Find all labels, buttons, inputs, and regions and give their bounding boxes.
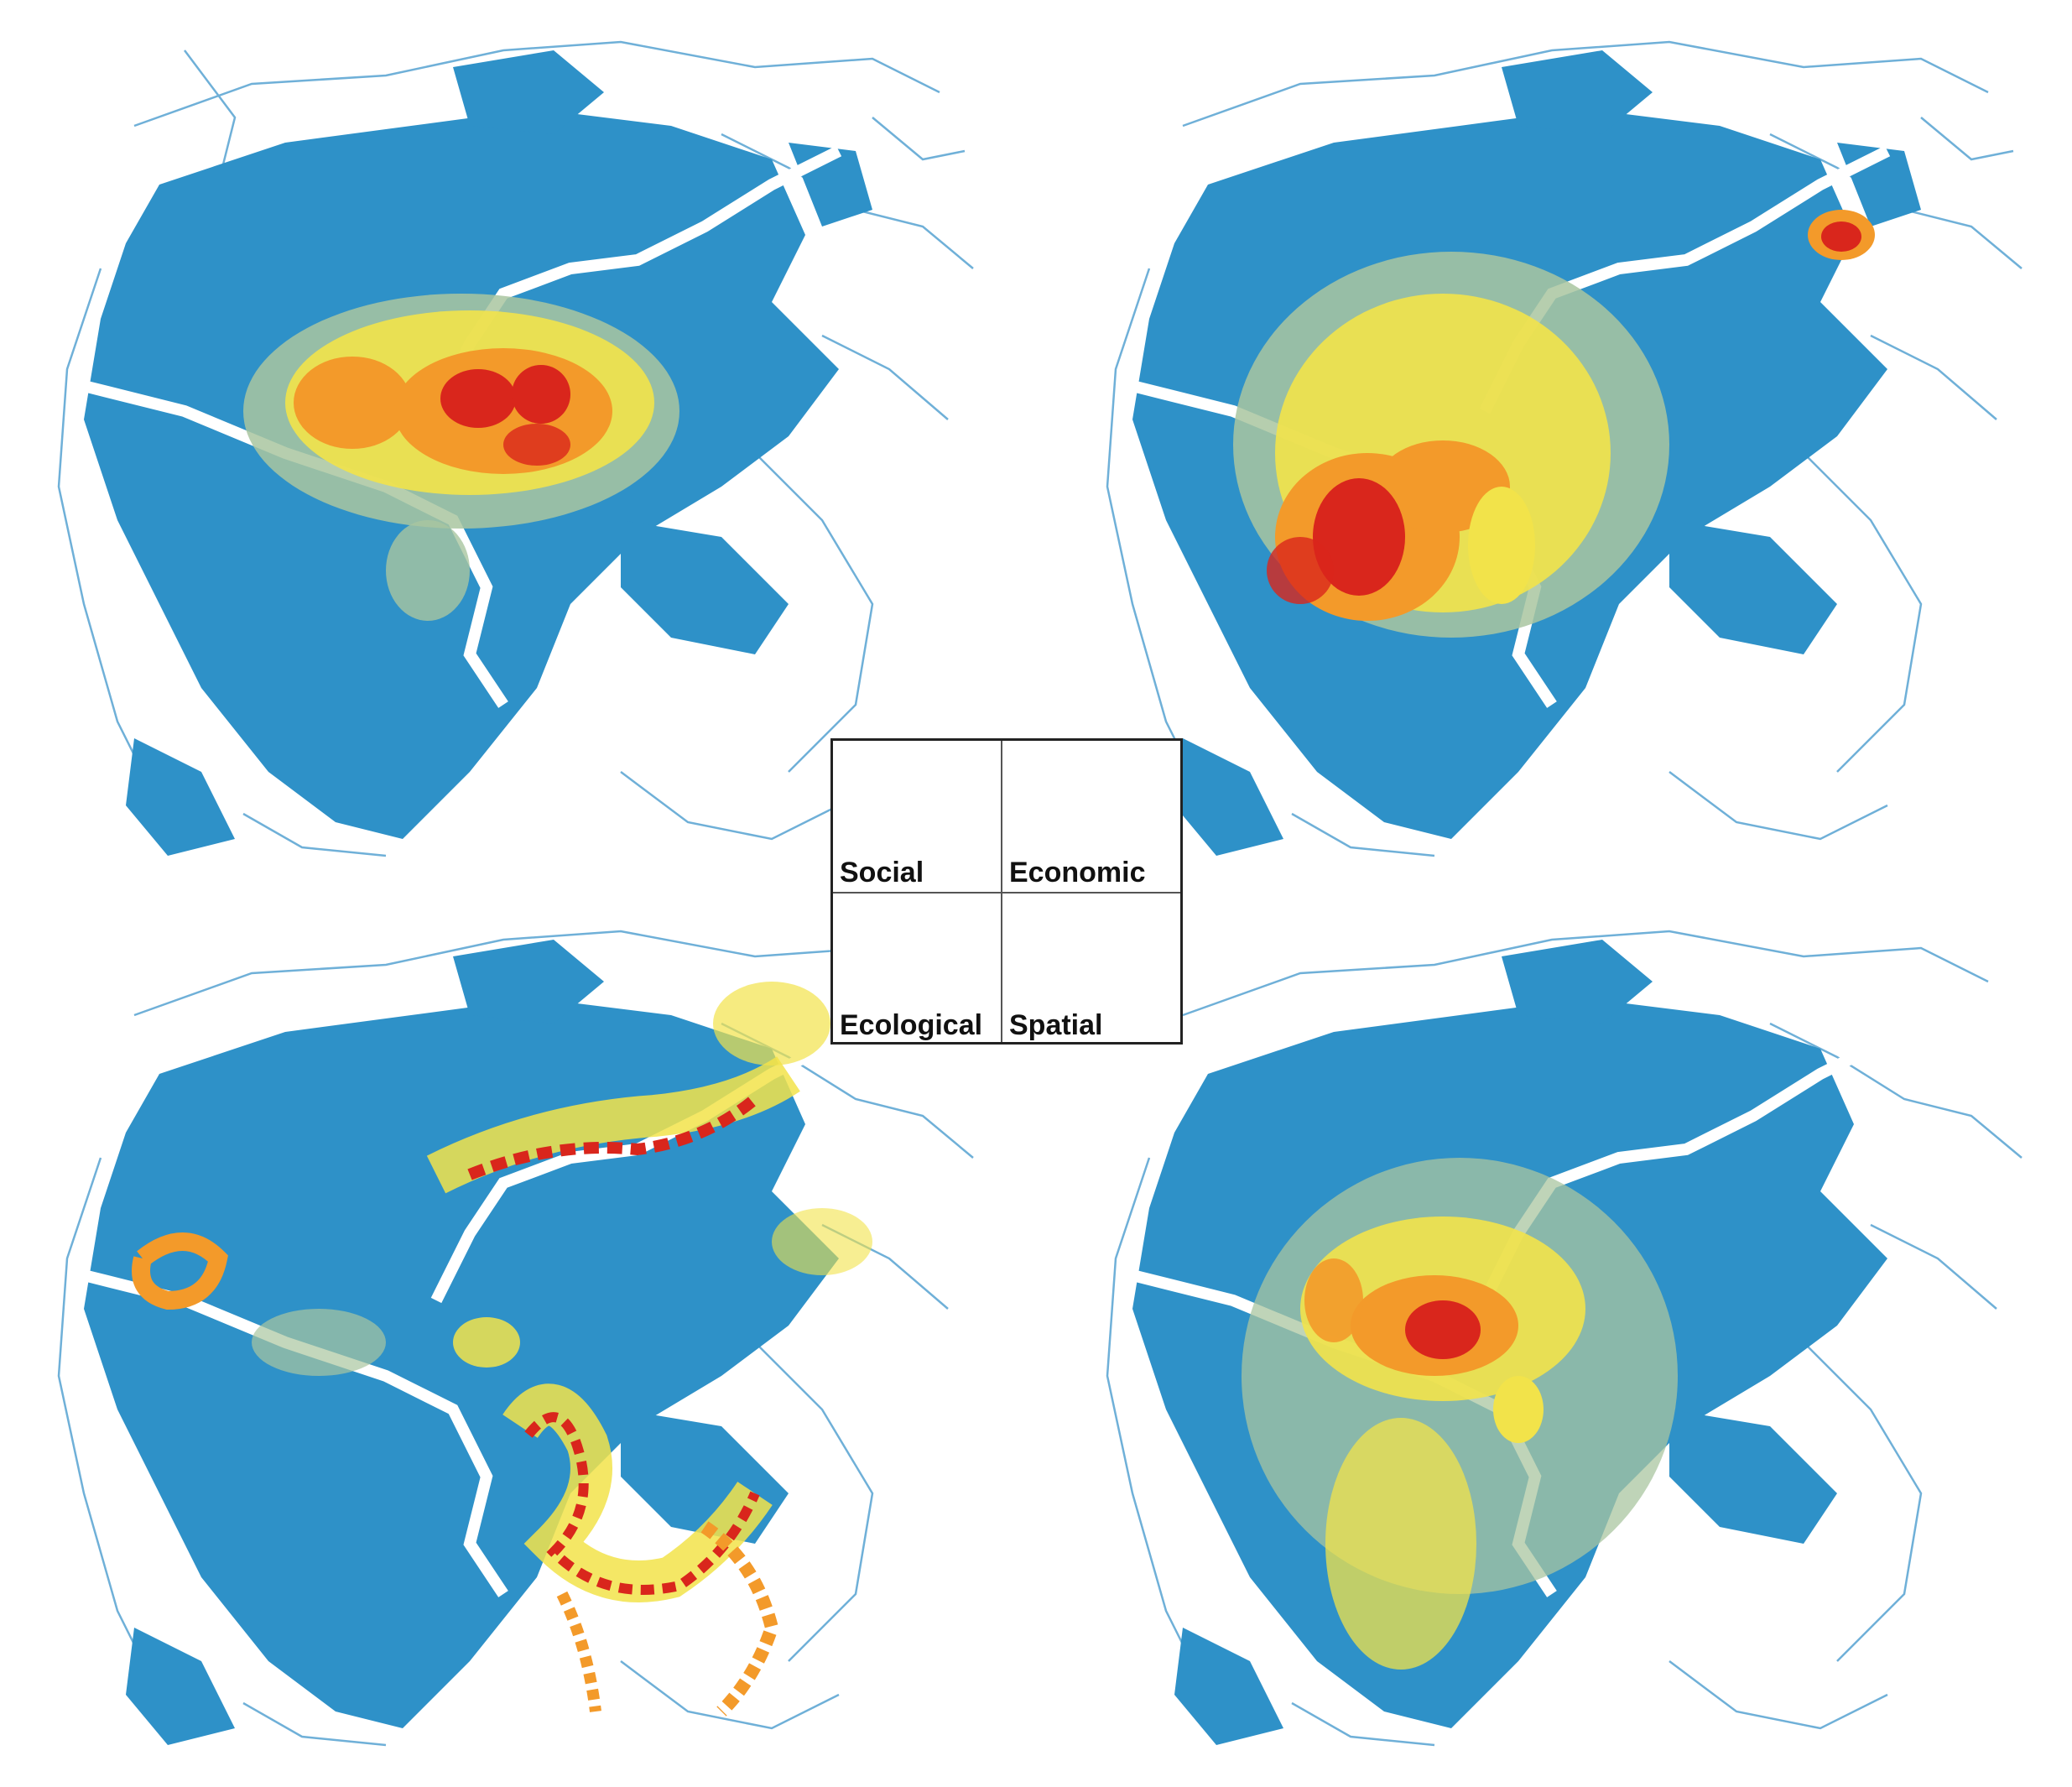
social-hotspot — [243, 294, 679, 621]
spatial-map-graphic — [1106, 930, 2023, 1747]
legend-horizontal-divider — [833, 892, 1180, 894]
road-network — [1106, 930, 2023, 1747]
social-map — [34, 17, 990, 873]
urban-area — [84, 940, 839, 1745]
economic-map-graphic — [1106, 40, 2023, 857]
ecological-hotspot — [132, 982, 872, 1717]
legend-label-ecological: Ecological — [840, 1009, 983, 1041]
legend-vertical-divider — [1001, 741, 1002, 1042]
spatial-hotspot — [1242, 1158, 1678, 1670]
legend-label-social: Social — [840, 857, 924, 888]
ecological-map — [17, 906, 990, 1779]
social-map-graphic — [57, 40, 974, 857]
road-network — [57, 40, 974, 857]
economic-hotspot — [1233, 210, 1875, 638]
legend-label-economic: Economic — [1009, 857, 1146, 888]
spatial-map — [1082, 906, 2038, 1779]
legend-label-spatial: Spatial — [1009, 1009, 1103, 1041]
ecological-map-graphic — [57, 930, 974, 1747]
legend-key: Social Economic Ecological Spatial — [830, 738, 1183, 1045]
economic-map — [1082, 17, 2038, 873]
